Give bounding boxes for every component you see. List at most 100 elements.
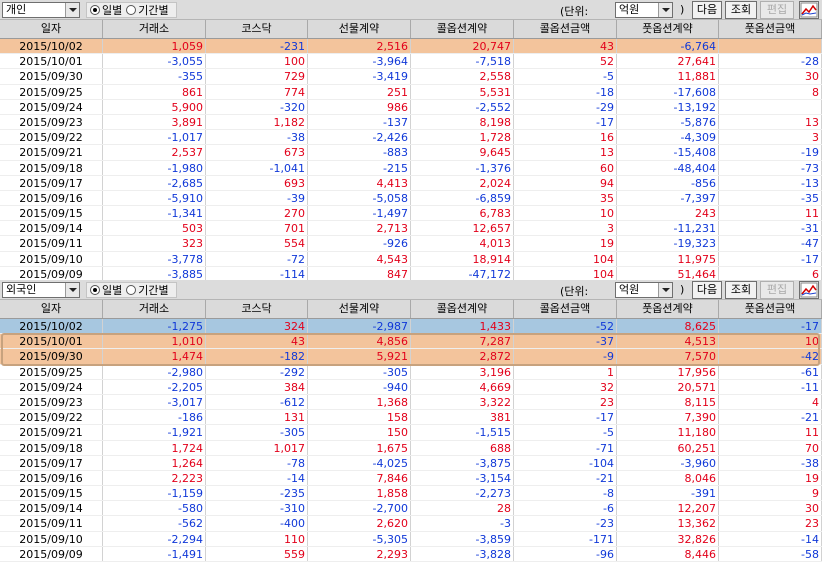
radio-unchecked-icon[interactable] bbox=[126, 285, 136, 295]
table-row[interactable]: 2015/09/23 -3,017 -612 1,368 3,322 23 8,115 4 bbox=[0, 395, 822, 410]
data-grid-body: 2015/10/02 1,059 -231 2,516 20,747 43 -6,764 20… bbox=[0, 39, 822, 282]
table-row[interactable]: 2015/09/09 -1,491 559 2,293 -3,828 -96 8,446 -5… bbox=[0, 547, 822, 562]
col-header-kospi[interactable]: 거래소 bbox=[103, 300, 206, 318]
table-row[interactable]: 2015/09/16 2,223 -14 7,846 -3,154 -21 8,046 19 bbox=[0, 471, 822, 486]
col-header-call-contracts[interactable]: 콜옵션계약 bbox=[411, 20, 514, 38]
chevron-down-icon[interactable] bbox=[658, 283, 672, 297]
chart-toggle-button[interactable] bbox=[799, 281, 819, 299]
table-row[interactable]: 2015/09/14 503 701 2,713 12,657 3 -11,231 -31 bbox=[0, 221, 822, 236]
query-button[interactable]: 조회 bbox=[725, 1, 757, 19]
table-row[interactable]: 2015/09/10 -2,294 110 -5,305 -3,859 -171 32,82… bbox=[0, 532, 822, 547]
cell-futures: -2,700 bbox=[308, 501, 411, 515]
next-button[interactable]: 다음 bbox=[692, 281, 722, 299]
radio-checked-icon[interactable] bbox=[90, 285, 100, 295]
col-header-date[interactable]: 일자 bbox=[0, 300, 103, 318]
table-row[interactable]: 2015/09/24 5,900 -320 986 -2,552 -29 -13,192 bbox=[0, 100, 822, 115]
table-row[interactable]: 2015/09/11 323 554 -926 4,013 19 -19,323 -47 bbox=[0, 236, 822, 251]
cell-call-contracts: 12,657 bbox=[411, 221, 514, 235]
cell-kospi: -5,910 bbox=[103, 191, 206, 205]
table-row[interactable]: 2015/10/01 -3,055 100 -3,964 -7,518 52 27,641-… bbox=[0, 54, 822, 69]
table-row[interactable]: 2015/09/22 -186 131 158 381 -17 7,390 -21 bbox=[0, 410, 822, 425]
table-row[interactable]: 2015/09/30 1,474 -182 5,921 2,872 -9 7,570 -42 bbox=[0, 349, 822, 364]
table-row[interactable]: 2015/09/25 861 774 251 5,531 -18 -17,608 8 bbox=[0, 85, 822, 100]
cell-call-amount: -71 bbox=[514, 441, 617, 455]
unit-select[interactable]: 억원 bbox=[615, 282, 673, 298]
table-row[interactable]: 2015/09/10 -3,778 -72 4,543 18,914 104 11,975-… bbox=[0, 252, 822, 267]
table-row[interactable]: 2015/09/30 -355 729 -3,419 2,558 -5 11,881 30 bbox=[0, 69, 822, 84]
cell-date: 2015/09/24 bbox=[0, 100, 103, 114]
col-header-futures[interactable]: 선물계약 bbox=[308, 300, 411, 318]
cell-date: 2015/09/17 bbox=[0, 456, 103, 470]
table-row[interactable]: 2015/09/15 -1,159 -235 1,858 -2,273 -8 -391 9 bbox=[0, 486, 822, 501]
col-header-put-contracts[interactable]: 풋옵션계약 bbox=[617, 20, 719, 38]
investor-select[interactable]: 개인 bbox=[2, 2, 80, 18]
cell-put-contracts: 8,115 bbox=[617, 395, 719, 409]
investor-select[interactable]: 외국인 bbox=[2, 282, 80, 298]
radio-checked-icon[interactable] bbox=[90, 5, 100, 15]
table-row[interactable]: 2015/10/02 -1,275 324 -2,987 1,433 -52 8,625 -1… bbox=[0, 319, 822, 334]
table-row[interactable]: 2015/09/25 -2,980 -292 -305 3,196 1 17,956 -61 bbox=[0, 365, 822, 380]
chart-toggle-button[interactable] bbox=[799, 1, 819, 19]
chevron-down-icon[interactable] bbox=[658, 3, 672, 17]
unit-select[interactable]: 억원 bbox=[615, 2, 673, 18]
cell-kospi: -1,921 bbox=[103, 425, 206, 439]
cell-futures: -215 bbox=[308, 161, 411, 175]
cell-put-amount: -58 bbox=[719, 547, 822, 561]
col-header-kosdaq[interactable]: 코스닥 bbox=[206, 20, 308, 38]
radio-daily[interactable]: 일별 bbox=[90, 282, 122, 298]
table-row[interactable]: 2015/09/24 -2,205 384 -940 4,669 32 20,571 -11 bbox=[0, 380, 822, 395]
table-row[interactable]: 2015/09/21 2,537 673 -883 9,645 13 -15,408 -19 bbox=[0, 145, 822, 160]
table-row[interactable]: 2015/09/14 -580 -310 -2,700 28 -6 12,207 30 bbox=[0, 501, 822, 516]
col-header-put-amount[interactable]: 풋옵션금액 bbox=[719, 20, 822, 38]
table-row[interactable]: 2015/09/15 -1,341 270 -1,497 6,783 10 243 11 bbox=[0, 206, 822, 221]
cell-call-contracts: 3,322 bbox=[411, 395, 514, 409]
table-row[interactable]: 2015/09/18 1,724 1,017 1,675 688 -71 60,251 70 bbox=[0, 441, 822, 456]
col-header-call-amount[interactable]: 콜옵션금액 bbox=[514, 300, 617, 318]
radio-period[interactable]: 기간별 bbox=[126, 282, 168, 298]
chevron-down-icon[interactable] bbox=[65, 283, 79, 297]
col-header-put-contracts[interactable]: 풋옵션계약 bbox=[617, 300, 719, 318]
col-header-kospi[interactable]: 거래소 bbox=[103, 20, 206, 38]
table-row[interactable]: 2015/09/18 -1,980 -1,041 -215 -1,376 60 -48,40… bbox=[0, 161, 822, 176]
chevron-down-icon[interactable] bbox=[65, 3, 79, 17]
cell-put-amount: -11 bbox=[719, 380, 822, 394]
radio-period[interactable]: 기간별 bbox=[126, 2, 168, 18]
radio-daily[interactable]: 일별 bbox=[90, 2, 122, 18]
table-row[interactable]: 2015/09/17 -2,685 693 4,413 2,024 94 -856 -13 bbox=[0, 176, 822, 191]
radio-unchecked-icon[interactable] bbox=[126, 5, 136, 15]
col-header-call-contracts[interactable]: 콜옵션계약 bbox=[411, 300, 514, 318]
table-row[interactable]: 2015/10/02 1,059 -231 2,516 20,747 43 -6,764 bbox=[0, 39, 822, 54]
cell-kospi: 5,900 bbox=[103, 100, 206, 114]
cell-kospi: -355 bbox=[103, 69, 206, 83]
col-header-date[interactable]: 일자 bbox=[0, 20, 103, 38]
col-header-call-amount[interactable]: 콜옵션금액 bbox=[514, 20, 617, 38]
table-row[interactable]: 2015/09/17 1,264 -78 -4,025 -3,875 -104 -3,960… bbox=[0, 456, 822, 471]
cell-futures: -926 bbox=[308, 236, 411, 250]
table-row[interactable]: 2015/09/11 -562 -400 2,620 -3 -23 13,362 23 bbox=[0, 516, 822, 531]
cell-date: 2015/09/23 bbox=[0, 115, 103, 129]
cell-put-amount: -38 bbox=[719, 456, 822, 470]
cell-futures: -2,987 bbox=[308, 319, 411, 333]
edit-button[interactable]: 편집 bbox=[760, 1, 794, 19]
cell-kosdaq: -14 bbox=[206, 471, 308, 485]
cell-call-amount: 16 bbox=[514, 130, 617, 144]
panel-toolbar: 개인 일별 기간별 (단위: 억원 ) 다음 조회 편집 bbox=[0, 0, 822, 20]
cell-kosdaq: -38 bbox=[206, 130, 308, 144]
table-row[interactable]: 2015/09/22 -1,017 -38 -2,426 1,728 16 -4,309 3 bbox=[0, 130, 822, 145]
col-header-futures[interactable]: 선물계약 bbox=[308, 20, 411, 38]
cell-put-contracts: -856 bbox=[617, 176, 719, 190]
query-button[interactable]: 조회 bbox=[725, 281, 757, 299]
cell-put-contracts: -19,323 bbox=[617, 236, 719, 250]
next-button[interactable]: 다음 bbox=[692, 1, 722, 19]
cell-put-contracts: -4,309 bbox=[617, 130, 719, 144]
cell-kosdaq: 384 bbox=[206, 380, 308, 394]
cell-kosdaq: 693 bbox=[206, 176, 308, 190]
cell-call-contracts: -7,518 bbox=[411, 54, 514, 68]
col-header-kosdaq[interactable]: 코스닥 bbox=[206, 300, 308, 318]
col-header-put-amount[interactable]: 풋옵션금액 bbox=[719, 300, 822, 318]
table-row[interactable]: 2015/09/16 -5,910 -39 -5,058 -6,859 35 -7,397-… bbox=[0, 191, 822, 206]
table-row[interactable]: 2015/09/23 3,891 1,182 -137 8,198 -17 -5,876 13 bbox=[0, 115, 822, 130]
edit-button[interactable]: 편집 bbox=[760, 281, 794, 299]
table-row[interactable]: 2015/09/21 -1,921 -305 150 -1,515 -5 11,180 11 bbox=[0, 425, 822, 440]
table-row[interactable]: 2015/10/01 1,010 43 4,856 7,287 -37 4,513 10 bbox=[0, 334, 822, 349]
